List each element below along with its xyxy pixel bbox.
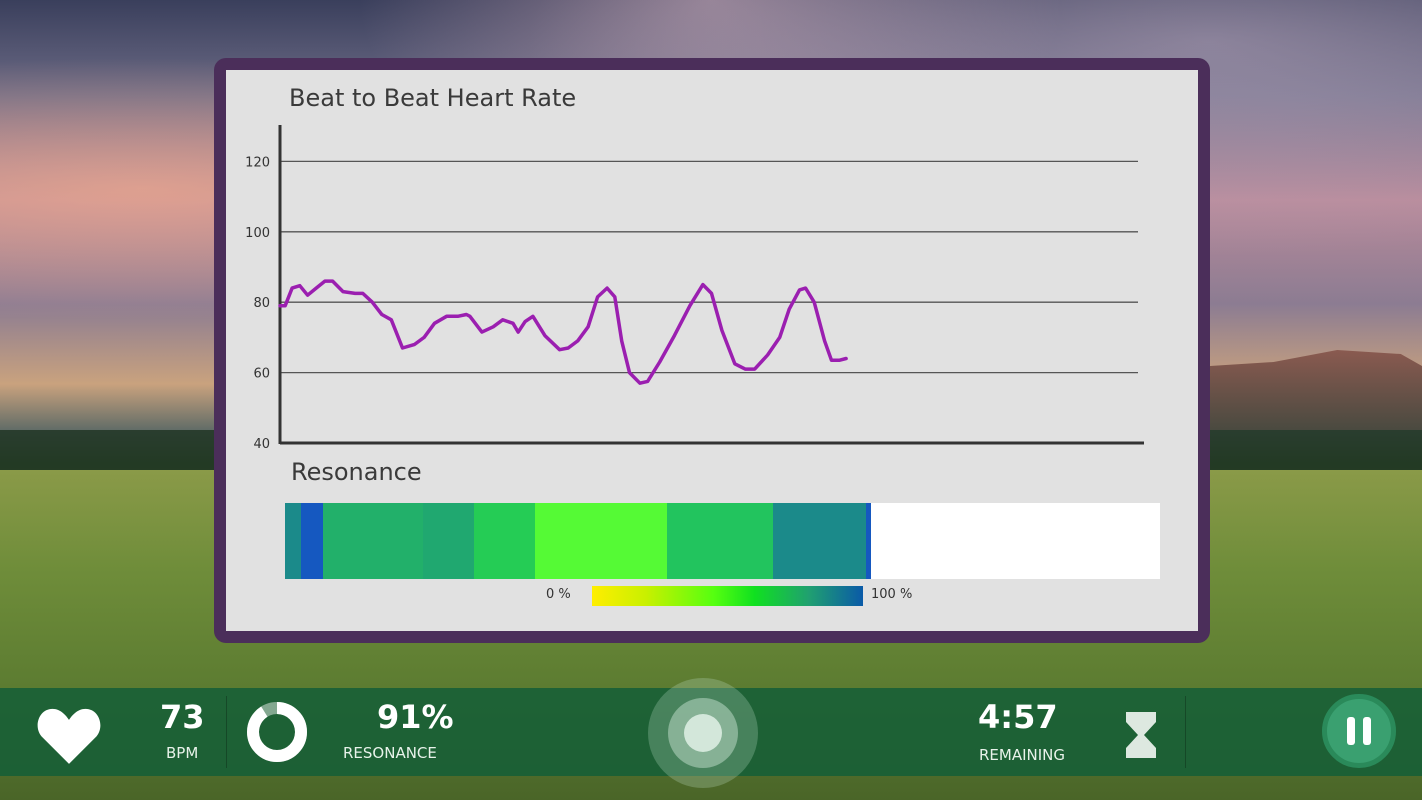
resonance-value: 91% [377, 698, 454, 736]
resonance-label: RESONANCE [343, 744, 437, 762]
resonance-segment [285, 503, 301, 579]
resonance-segment [322, 503, 424, 579]
feedback-panel-body: Beat to Beat Heart Rate 40 60 80 100 120 Res… [226, 70, 1198, 631]
resonance-segment [666, 503, 774, 579]
time-remaining-label: REMAINING [979, 746, 1066, 764]
time-remaining-value: 4:57 [978, 698, 1058, 736]
breath-pacer-dot [684, 714, 722, 752]
y-tick-label: 40 [253, 437, 270, 452]
divider [226, 696, 227, 768]
resonance-ring-icon [247, 702, 307, 762]
y-tick-label: 60 [253, 367, 270, 382]
bpm-label: BPM [166, 744, 199, 762]
y-tick-label: 120 [245, 155, 270, 170]
resonance-segment [423, 503, 474, 579]
legend-max-label: 100 % [871, 587, 913, 602]
resonance-segment [474, 503, 536, 579]
heart-icon [37, 708, 101, 764]
y-tick-label: 100 [245, 226, 270, 241]
resonance-segment [773, 503, 866, 579]
legend-min-label: 0 % [546, 587, 571, 602]
pause-button[interactable] [1322, 694, 1396, 768]
hourglass-icon [1126, 712, 1156, 758]
resonance-title: Resonance [291, 458, 422, 486]
resonance-history-bar [285, 503, 1160, 579]
y-tick-label: 80 [253, 296, 270, 311]
feedback-panel: Beat to Beat Heart Rate 40 60 80 100 120 Res… [214, 58, 1210, 643]
breath-pacer-button[interactable] [648, 678, 758, 788]
heart-rate-chart: 40 60 80 100 120 [245, 125, 1144, 452]
divider [1185, 696, 1186, 768]
session-status-bar: 73 BPM 91% RESONANCE 4:57 REMAINING [0, 678, 1422, 788]
bpm-value: 73 [160, 698, 205, 736]
resonance-segment [300, 503, 323, 579]
resonance-color-legend [592, 586, 863, 606]
pause-icon-bar [1363, 717, 1371, 745]
resonance-segment [535, 503, 667, 579]
heart-rate-line [278, 279, 848, 385]
chart-title: Beat to Beat Heart Rate [289, 84, 577, 112]
resonance-segment [866, 503, 872, 579]
pause-icon [1347, 717, 1355, 745]
